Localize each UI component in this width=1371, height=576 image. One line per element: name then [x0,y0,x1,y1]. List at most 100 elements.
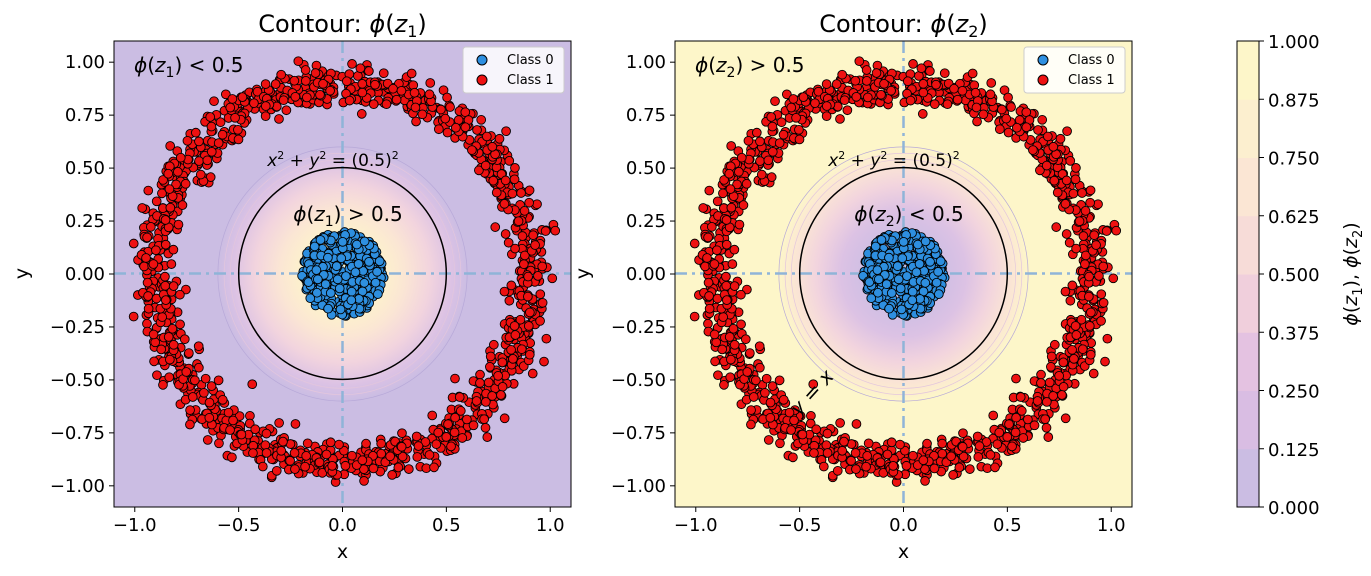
left-point-class0 [336,253,347,264]
right-point-class1 [882,449,893,460]
right-point-class1 [1084,271,1094,282]
right-point-class0 [914,259,925,269]
right-point-class1 [948,470,958,480]
right-point-class1 [931,79,941,90]
right-point-class1 [918,87,929,98]
right-point-class1 [925,66,935,76]
right-point-class1 [973,452,984,462]
left-point-class1 [500,175,511,186]
left-point-class1 [301,92,312,103]
right-point-class1 [1041,422,1052,433]
left-annot-inside: ϕ(z1) > 0.5 [293,202,403,230]
left-point-class1 [468,420,479,431]
left-point-class1 [257,461,268,472]
left-point-class1 [165,354,175,365]
left-point-class1 [480,397,491,407]
right-point-class1 [774,375,785,386]
left-point-class1 [160,215,171,225]
right-point-class1 [937,448,948,459]
left-point-class1 [261,428,272,439]
left-legend-label-class0: Class 0 [507,53,554,68]
left-point-class1 [499,286,510,297]
right-y-tick-label: 0.00 [626,264,666,285]
right-point-class1 [994,427,1005,438]
left-point-class1 [260,440,271,450]
left-point-class0 [374,256,385,267]
left-legend: Class 0 Class 1 [462,46,565,94]
left-point-class1 [142,232,152,243]
right-point-class1 [786,102,797,113]
right-point-class1 [1102,333,1113,344]
left-y-label: y [11,268,33,279]
left-point-class1 [513,216,524,227]
right-point-class1 [743,135,754,146]
left-point-class1 [157,188,167,199]
right-point-class1 [1001,113,1012,124]
right-point-class1 [732,179,742,190]
left-point-class1 [321,449,332,460]
left-point-class1 [527,368,538,379]
left-point-class1 [252,86,263,97]
right-point-class1 [774,138,785,148]
left-point-class1 [510,163,520,173]
left-point-class1 [487,141,498,152]
left-point-class1 [550,225,561,236]
right-point-class1 [1032,396,1043,406]
left-point-class1 [185,405,195,415]
right-point-class1 [1080,259,1090,270]
left-point-class1 [261,448,272,458]
left-circle-label: x2 + y2 = (0.5)2 [266,149,399,171]
right-point-class1 [729,281,740,291]
left-point-class1 [387,470,397,480]
left-point-class1 [165,202,176,213]
right-point-class1 [742,367,753,377]
right-x-label: x [898,541,909,563]
right-point-class1 [1070,174,1081,185]
left-point-class1 [199,387,209,398]
left-point-class1 [213,375,224,386]
left-point-class1 [347,450,357,461]
right-point-class1 [958,428,968,439]
left-point-class1 [175,152,186,163]
left-point-class0 [359,278,370,288]
right-y-tick-label: −0.25 [611,317,666,338]
right-point-class1 [1065,295,1076,306]
left-point-class1 [424,89,435,100]
left-point-class1 [504,295,515,306]
left-point-class1 [433,427,444,438]
right-point-class1 [1043,131,1053,142]
right-point-class1 [721,295,732,305]
right-y-ticks: 1.00 0.75 0.50 0.25 0.00 −0.25 −0.50 −0.75 −1.00 [611,52,675,497]
left-point-class1 [524,197,534,208]
left-point-class1 [214,438,224,449]
colorbar-tick-label: 0.250 [1268,382,1320,403]
right-point-class1 [776,117,787,128]
right-point-class1 [1070,321,1081,331]
left-point-class1 [388,83,398,94]
right-point-class1 [1043,432,1054,442]
right-point-class1 [920,476,930,486]
left-point-class1 [411,431,422,442]
left-point-class1 [225,425,235,435]
left-point-class1 [425,78,436,88]
left-point-class1 [290,419,301,429]
right-point-class1 [778,394,789,405]
left-point-class1 [340,460,351,471]
left-point-class1 [496,390,506,400]
right-point-class1 [1058,382,1069,392]
left-point-class1 [516,344,527,355]
left-point-class1 [446,441,456,452]
left-point-class1 [217,129,228,140]
right-point-class1 [821,440,832,450]
right-point-class1 [766,112,777,122]
right-point-class0 [873,274,884,285]
left-point-class0 [331,261,342,272]
right-point-class1 [1016,406,1027,416]
left-point-class1 [334,439,344,450]
colorbar-band [1237,332,1259,391]
left-y-ticks: 1.00 0.75 0.50 0.25 0.00 −0.25 −0.50 −0.75 −1.00 [50,52,114,497]
left-point-class1 [204,397,215,408]
colorbar-band [1237,390,1259,450]
left-point-class1 [190,127,201,138]
left-point-class1 [530,240,540,250]
